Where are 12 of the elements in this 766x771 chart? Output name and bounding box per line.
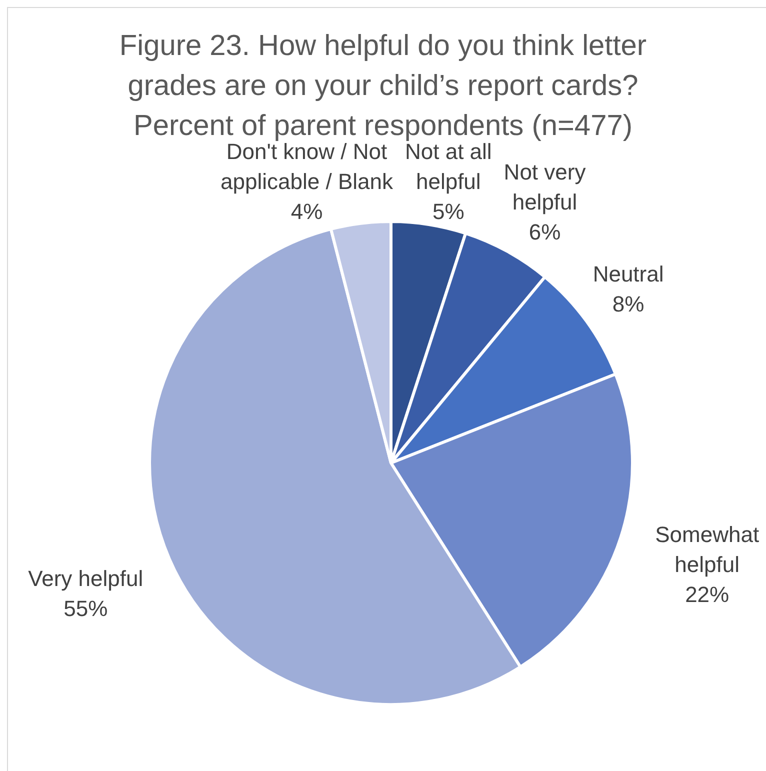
data-label: 55%	[64, 596, 108, 622]
data-label: 5%	[432, 198, 464, 224]
data-label: 22%	[685, 582, 730, 607]
data-label: 6%	[528, 219, 561, 244]
data-label: 8%	[612, 292, 644, 317]
slice-label: Neutral	[592, 262, 664, 287]
slice-label: Somewhat helpful	[655, 522, 760, 577]
chart-subtitle: Percent of parent respondents (n=477)	[134, 109, 632, 143]
data-label: 4%	[290, 199, 323, 224]
slice-label: Very helpful	[28, 566, 144, 592]
slice-label: Not very helpful	[504, 159, 586, 214]
chart-title: Figure 23. How helpful do you think letter grades are on your child’s report cards?	[118, 29, 648, 104]
